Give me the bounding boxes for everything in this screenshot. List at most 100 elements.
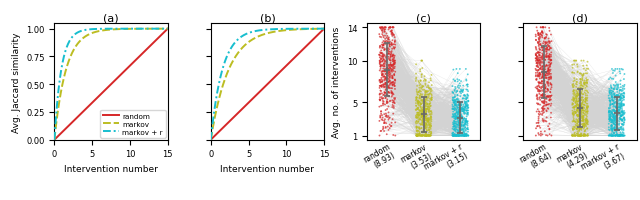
Point (412, 88, 422, 92)
Point (580, 133, 590, 136)
Point (452, 90, 462, 93)
Point (450, 118, 460, 121)
Point (611, 124, 621, 128)
Point (454, 116, 465, 119)
Point (618, 134, 628, 137)
Point (536, 61, 547, 64)
Point (575, 134, 585, 137)
Point (570, 111, 580, 114)
Point (538, 70, 548, 73)
Point (540, 99, 550, 102)
Point (538, 65, 548, 68)
Point (414, 111, 424, 115)
Point (378, 73, 388, 76)
Point (540, 44, 550, 47)
Point (540, 59, 550, 62)
Point (385, 44, 395, 47)
Point (543, 74, 553, 77)
Point (611, 121, 621, 125)
Point (618, 87, 628, 90)
Point (415, 133, 425, 136)
Point (579, 134, 589, 137)
Point (385, 59, 395, 62)
Point (608, 119, 618, 122)
X-axis label: Intervention number: Intervention number (64, 164, 158, 173)
Point (580, 94, 591, 98)
Point (605, 111, 615, 114)
Point (383, 105, 394, 108)
Point (618, 134, 628, 137)
Point (546, 116, 556, 119)
Point (615, 83, 625, 86)
Point (378, 35, 388, 38)
Point (545, 48, 555, 51)
Point (608, 87, 618, 91)
Point (378, 30, 388, 33)
Point (374, 33, 385, 37)
Point (460, 127, 470, 130)
Point (420, 115, 430, 119)
Point (376, 110, 386, 113)
Point (539, 80, 549, 83)
Point (426, 111, 436, 115)
Point (389, 74, 399, 77)
Point (546, 98, 556, 102)
Point (448, 110, 458, 114)
Point (605, 100, 615, 103)
Point (421, 134, 431, 137)
Point (454, 131, 465, 135)
Point (606, 125, 616, 128)
Point (610, 114, 620, 117)
Point (605, 97, 615, 100)
Point (531, 27, 541, 30)
Point (567, 133, 577, 137)
Point (415, 96, 426, 99)
Point (389, 61, 399, 64)
Point (383, 38, 393, 42)
Point (540, 87, 550, 90)
Point (537, 133, 547, 136)
Point (540, 75, 550, 78)
Point (382, 48, 392, 51)
Point (381, 122, 391, 125)
Point (607, 93, 617, 96)
Point (575, 108, 585, 111)
Point (546, 83, 556, 86)
Point (572, 106, 582, 109)
Point (545, 64, 556, 67)
Point (614, 128, 625, 131)
Point (578, 74, 588, 77)
Point (616, 93, 627, 96)
Point (568, 126, 579, 129)
Point (569, 98, 579, 101)
Point (456, 117, 466, 120)
Point (619, 85, 629, 89)
Point (537, 31, 547, 34)
Point (388, 60, 398, 63)
Point (604, 88, 614, 91)
Point (617, 104, 627, 107)
Point (578, 134, 588, 137)
Point (604, 110, 614, 113)
Point (388, 105, 399, 108)
Point (426, 134, 436, 137)
Point (378, 102, 388, 105)
Point (582, 128, 592, 131)
Point (541, 56, 552, 59)
Point (388, 61, 398, 64)
Point (613, 103, 623, 106)
Point (376, 52, 387, 55)
Point (384, 70, 394, 73)
Point (611, 134, 621, 137)
Point (582, 119, 592, 123)
Point (412, 134, 422, 137)
Point (582, 97, 593, 100)
Point (380, 92, 390, 95)
Point (460, 95, 470, 98)
Point (380, 31, 390, 34)
Point (459, 117, 469, 121)
Point (616, 104, 626, 107)
Point (570, 111, 580, 114)
Point (607, 119, 617, 122)
Point (582, 116, 592, 119)
